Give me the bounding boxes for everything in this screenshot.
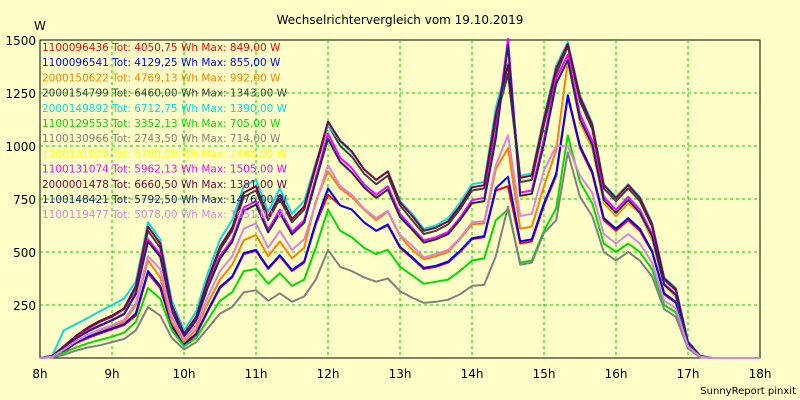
- y-tick-label: 250: [13, 299, 36, 313]
- legend-entry: 1100096541 Tot: 4129,25 Wh Max: 855,00 W: [42, 57, 281, 69]
- legend-entry: 2000154799 Tot: 6460,00 Wh Max: 1343,00 …: [42, 88, 288, 100]
- legend-entry: 2000001478 Tot: 6660,50 Wh Max: 1381,00 …: [42, 179, 288, 191]
- y-tick-label: 750: [13, 193, 36, 207]
- chart-title: Wechselrichtervergleich vom 19.10.2019: [277, 13, 524, 27]
- series-layer: [39, 37, 760, 359]
- x-tick-label: 12h: [317, 367, 340, 381]
- legend-entry: 1100130966 Tot: 2743,50 Wh Max: 714,00 W: [42, 133, 281, 145]
- x-tick-label: 9h: [104, 367, 119, 381]
- series-line: [39, 43, 760, 359]
- x-tick-label: 10h: [173, 367, 196, 381]
- x-tick-label: 8h: [32, 367, 47, 381]
- legend-entry: 1100129553 Tot: 3352,13 Wh Max: 705,00 W: [42, 118, 281, 130]
- x-tick-label: 18h: [749, 367, 772, 381]
- x-tick-label: 16h: [605, 367, 628, 381]
- legend-entry: 1100131025 Tot: 5780,00 Wh Max: 1466,00 …: [42, 148, 288, 160]
- series-line: [39, 134, 760, 359]
- x-tick-label: 11h: [245, 367, 268, 381]
- series-line: [39, 151, 760, 359]
- x-tick-label: 17h: [677, 367, 700, 381]
- legend: 1100096436 Tot: 4050,75 Wh Max: 849,00 W…: [42, 42, 288, 221]
- x-tick-label: 15h: [533, 367, 556, 381]
- y-axis-unit-label: W: [34, 19, 46, 33]
- series-line: [39, 44, 760, 359]
- y-tick-label: 1500: [5, 34, 36, 48]
- y-tick-label: 1000: [5, 140, 36, 154]
- y-tick-label: 500: [13, 246, 36, 260]
- x-tick-label: 14h: [461, 367, 484, 381]
- legend-entry: 1100119477 Tot: 5078,00 Wh Max: 1051,00 …: [42, 209, 288, 221]
- axis-layer: 8h 9h 10h 11h 12h 13h 14h 15h 16h 17h 18h 250 500 750…: [5, 34, 771, 381]
- series-line: [39, 94, 760, 359]
- y-tick-label: 1250: [5, 87, 36, 101]
- legend-entry: 1100096436 Tot: 4050,75 Wh Max: 849,00 W: [42, 42, 281, 54]
- credit-label: SunnyReport pinxit: [700, 386, 796, 397]
- legend-entry: 2000149892 Tot: 6712,75 Wh Max: 1390,00 …: [42, 103, 288, 115]
- series-line: [39, 37, 760, 359]
- legend-entry: 1100148421 Tot: 5792,50 Wh Max: 1476,00 …: [42, 194, 288, 206]
- legend-entry: 2000150622 Tot: 4769,13 Wh Max: 992,00 W: [42, 72, 281, 84]
- legend-entry: 1100131074 Tot: 5962,13 Wh Max: 1505,00 …: [42, 164, 288, 176]
- series-line: [39, 134, 760, 359]
- x-tick-label: 13h: [389, 367, 412, 381]
